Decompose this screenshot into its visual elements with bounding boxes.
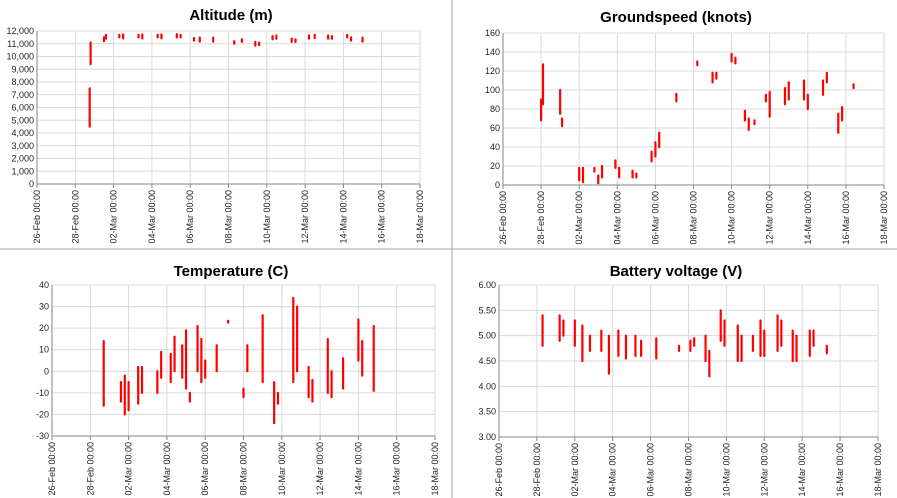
x-tick-label: 28-Feb 00:00: [85, 442, 95, 496]
y-tick-label: 30: [39, 302, 49, 312]
y-tick-label: 1,000: [11, 166, 34, 176]
x-tick-label: 08-Mar 00:00: [239, 442, 249, 496]
x-tick-label: 10-Mar 00:00: [262, 190, 272, 244]
chart-title: Temperature (C): [174, 263, 289, 280]
x-tick-label: 06-Mar 00:00: [185, 190, 195, 244]
x-tick-label: 14-Mar 00:00: [353, 442, 363, 496]
y-tick-label: 40: [490, 142, 500, 152]
y-tick-label: -10: [36, 388, 49, 398]
x-tick-label: 10-Mar 00:00: [721, 443, 731, 497]
x-tick-label: 28-Feb 00:00: [536, 191, 546, 245]
x-tick-label: 16-Mar 00:00: [392, 442, 402, 496]
x-tick-label: 04-Mar 00:00: [608, 443, 618, 497]
y-tick-label: 80: [490, 104, 500, 114]
y-tick-label: 160: [485, 28, 500, 38]
x-tick-label: 12-Mar 00:00: [315, 442, 325, 496]
y-tick-label: 10: [39, 345, 49, 355]
x-tick-label: 26-Feb 00:00: [47, 442, 57, 496]
x-tick-label: 18-Mar 00:00: [873, 443, 883, 497]
x-tick-label: 12-Mar 00:00: [759, 443, 769, 497]
x-tick-label: 14-Mar 00:00: [803, 191, 813, 245]
x-tick-label: 18-Mar 00:00: [879, 191, 889, 245]
x-tick-label: 02-Mar 00:00: [109, 190, 119, 244]
x-tick-label: 16-Mar 00:00: [835, 443, 845, 497]
x-tick-label: 16-Mar 00:00: [841, 191, 851, 245]
y-tick-label: 6.00: [478, 280, 496, 290]
y-tick-label: 0: [29, 179, 34, 189]
y-tick-label: 100: [485, 85, 500, 95]
y-tick-label: 3.50: [478, 407, 496, 417]
chart-panel-temperature: Temperature (C) -30 -20 -10 0 10 20 30 40 26-Feb…: [36, 263, 440, 496]
x-tick-label: 26-Feb 00:00: [32, 190, 42, 244]
x-tick-label: 06-Mar 00:00: [650, 191, 660, 245]
chart-title: Battery voltage (V): [610, 263, 743, 280]
x-tick-label: 04-Mar 00:00: [162, 442, 172, 496]
y-tick-label: 8,000: [11, 77, 34, 87]
y-tick-label: -20: [36, 409, 49, 419]
x-tick-label: 02-Mar 00:00: [570, 443, 580, 497]
x-tick-label: 26-Feb 00:00: [498, 191, 508, 245]
chart-panel-battery-voltage: Battery voltage (V) 3.00 3.50 4.00 4.50 5.00…: [478, 263, 883, 497]
y-tick-label: 140: [485, 47, 500, 57]
y-tick-label: 12,000: [6, 26, 34, 36]
x-tick-label: 18-Mar 00:00: [430, 442, 440, 496]
x-tick-label: 10-Mar 00:00: [727, 191, 737, 245]
x-tick-label: 06-Mar 00:00: [646, 443, 656, 497]
y-tick-label: 20: [490, 161, 500, 171]
y-tick-label: 0: [495, 180, 500, 190]
y-tick-label: 4,000: [11, 128, 34, 138]
y-tick-label: 40: [39, 280, 49, 290]
x-tick-label: 26-Feb 00:00: [494, 443, 504, 497]
chart-panel-altitude: Altitude (m) 0 1,000 2,000 3,000 4,000 5,000 6…: [6, 7, 425, 244]
chart-title: Groundspeed (knots): [600, 9, 752, 26]
y-tick-label: 4.50: [478, 356, 496, 366]
x-tick-label: 16-Mar 00:00: [377, 190, 387, 244]
y-tick-label: 4.00: [478, 381, 496, 391]
x-tick-label: 02-Mar 00:00: [574, 191, 584, 245]
x-tick-label: 08-Mar 00:00: [224, 190, 234, 244]
y-tick-label: 5.00: [478, 331, 496, 341]
y-tick-label: 3.00: [478, 432, 496, 442]
x-tick-label: 28-Feb 00:00: [70, 190, 80, 244]
x-tick-label: 12-Mar 00:00: [765, 191, 775, 245]
x-tick-label: 08-Mar 00:00: [689, 191, 699, 245]
x-tick-label: 14-Mar 00:00: [338, 190, 348, 244]
y-tick-label: -30: [36, 431, 49, 441]
x-tick-label: 10-Mar 00:00: [277, 442, 287, 496]
x-tick-label: 18-Mar 00:00: [415, 190, 425, 244]
chart-title: Altitude (m): [189, 7, 272, 24]
y-tick-label: 11,000: [7, 39, 34, 49]
x-tick-label: 02-Mar 00:00: [124, 442, 134, 496]
y-tick-label: 0: [44, 366, 49, 376]
y-tick-label: 5,000: [11, 115, 34, 125]
y-tick-label: 2,000: [11, 154, 34, 164]
x-tick-label: 08-Mar 00:00: [684, 443, 694, 497]
y-tick-label: 7,000: [11, 90, 34, 100]
x-tick-label: 28-Feb 00:00: [532, 443, 542, 497]
x-tick-label: 14-Mar 00:00: [797, 443, 807, 497]
y-tick-label: 10,000: [6, 52, 34, 62]
x-tick-label: 06-Mar 00:00: [200, 442, 210, 496]
y-tick-label: 9,000: [11, 64, 34, 74]
chart-panel-groundspeed: Groundspeed (knots) 0 20 40 60 80 100 120 140 16…: [485, 9, 889, 245]
x-tick-label: 04-Mar 00:00: [612, 191, 622, 245]
y-tick-label: 20: [39, 323, 49, 333]
y-tick-label: 5.50: [478, 305, 496, 315]
y-tick-label: 60: [490, 123, 500, 133]
y-tick-label: 3,000: [11, 141, 34, 151]
y-tick-label: 120: [485, 66, 500, 76]
x-tick-label: 04-Mar 00:00: [147, 190, 157, 244]
x-tick-label: 12-Mar 00:00: [300, 190, 310, 244]
y-tick-label: 6,000: [11, 103, 34, 113]
